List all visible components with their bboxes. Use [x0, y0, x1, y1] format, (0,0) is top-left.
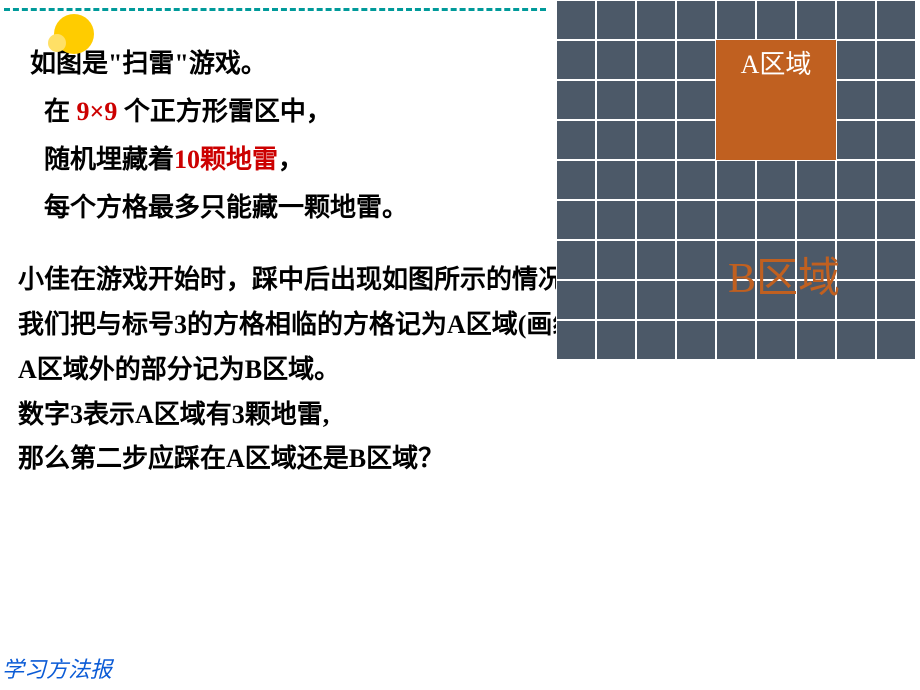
grid-cell [836, 320, 876, 360]
grid-cell [676, 120, 716, 160]
grid-cell [676, 200, 716, 240]
grid-cell [636, 200, 676, 240]
grid-cell [796, 320, 836, 360]
intro-line-2-red: 9×9 [77, 97, 118, 126]
grid-cell [636, 320, 676, 360]
region-b-label: B区域 [728, 244, 840, 305]
grid-cell [596, 160, 636, 200]
grid-cell [556, 0, 596, 40]
intro-line-2: 在 9×9 个正方形雷区中， [4, 88, 560, 136]
grid-cell [876, 0, 916, 40]
region-a-label: A区域 [741, 44, 812, 81]
grid-cell [796, 160, 836, 200]
grid-cell [556, 280, 596, 320]
grid-cell [596, 0, 636, 40]
body-line-5: 那么第二步应踩在A区域还是B区域？ [18, 437, 920, 482]
hand-icon [48, 34, 66, 52]
grid-cell [596, 120, 636, 160]
grid-cell [636, 0, 676, 40]
intro-line-3-post: ， [278, 145, 304, 174]
top-section: ? 如图是"扫雷"游戏。 在 9×9 个正方形雷区中， 随机埋藏着10颗地雷， … [0, 0, 920, 232]
grid-cell [876, 200, 916, 240]
grid-cell [836, 80, 876, 120]
grid-cell [876, 280, 916, 320]
grid-cell [796, 200, 836, 240]
intro-line-2-pre: 在 [44, 97, 77, 126]
intro-line-3-pre: 随机埋藏着 [44, 145, 174, 174]
grid-cell [676, 0, 716, 40]
grid-cell [756, 160, 796, 200]
grid-cell [676, 80, 716, 120]
grid-cell [716, 200, 756, 240]
grid-cell [596, 80, 636, 120]
grid-cell [876, 80, 916, 120]
grid-cell [836, 160, 876, 200]
grid-cell [636, 120, 676, 160]
grid-cell [676, 160, 716, 200]
grid-cell [596, 320, 636, 360]
grid-cell [796, 0, 836, 40]
grid-cell [676, 320, 716, 360]
grid-cell [876, 240, 916, 280]
thinking-emoji: ? [24, 6, 94, 62]
intro-line-4: 每个方格最多只能藏一颗地雷。 [4, 184, 560, 232]
grid-cell [836, 120, 876, 160]
grid-cell [676, 40, 716, 80]
grid-cell [836, 200, 876, 240]
intro-line-2-post: 个正方形雷区中， [117, 97, 332, 126]
grid-cell [636, 40, 676, 80]
grid-cell [756, 200, 796, 240]
grid-cell [876, 160, 916, 200]
grid-cell [756, 0, 796, 40]
grid-cell [636, 240, 676, 280]
grid-cell [756, 320, 796, 360]
grid-cell [716, 320, 756, 360]
grid-cell [636, 160, 676, 200]
region-a-block: A区域 [716, 40, 836, 160]
grid-cell [556, 80, 596, 120]
grid-cell [556, 40, 596, 80]
grid-cell [556, 160, 596, 200]
grid-cell [716, 160, 756, 200]
intro-text-block: ? 如图是"扫雷"游戏。 在 9×9 个正方形雷区中， 随机埋藏着10颗地雷， … [0, 0, 560, 232]
minesweeper-grid-wrap: A区域 B区域 [556, 0, 916, 360]
grid-cell [636, 80, 676, 120]
grid-cell [676, 240, 716, 280]
grid-cell [556, 200, 596, 240]
grid-cell [836, 40, 876, 80]
intro-line-3-red: 10颗地雷 [174, 145, 278, 174]
grid-cell [876, 120, 916, 160]
grid-cell [596, 40, 636, 80]
grid-cell [836, 0, 876, 40]
grid-cell [636, 280, 676, 320]
grid-cell [596, 280, 636, 320]
grid-cell [876, 320, 916, 360]
body-line-4: 数字3表示A区域有3颗地雷, [18, 393, 920, 438]
footer-text: 学习方法报 [2, 652, 112, 684]
grid-cell [556, 120, 596, 160]
grid-cell [676, 280, 716, 320]
grid-cell [716, 0, 756, 40]
grid-cell [596, 200, 636, 240]
grid-cell [556, 240, 596, 280]
grid-cell [876, 40, 916, 80]
intro-line-3: 随机埋藏着10颗地雷， [4, 136, 560, 184]
grid-cell [596, 240, 636, 280]
grid-cell [836, 280, 876, 320]
grid-cell [556, 320, 596, 360]
grid-cell [836, 240, 876, 280]
